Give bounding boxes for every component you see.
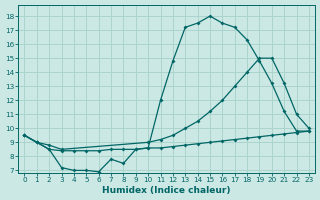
X-axis label: Humidex (Indice chaleur): Humidex (Indice chaleur) bbox=[102, 186, 231, 195]
